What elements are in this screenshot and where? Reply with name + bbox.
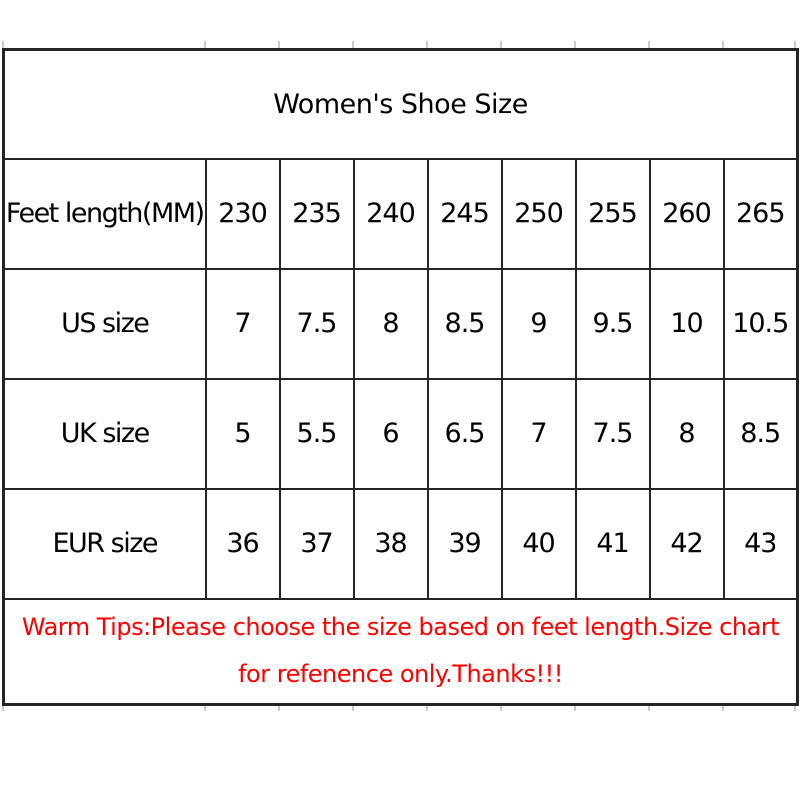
gridline-tick bbox=[648, 704, 650, 711]
gridline-tick bbox=[574, 704, 576, 711]
size-cell: 5.5 bbox=[278, 377, 355, 490]
row-label-uk-size: UK size bbox=[2, 377, 207, 490]
size-cell: 10.5 bbox=[722, 267, 799, 380]
size-cell: 8 bbox=[648, 377, 725, 490]
gridline-tick bbox=[794, 704, 796, 711]
table-row-uk-size: UK size 5 5.5 6 6.5 7 7.5 8 8.5 bbox=[2, 377, 799, 490]
warm-tips-line-2: for refenence only.Thanks!!! bbox=[238, 660, 563, 689]
size-cell: 235 bbox=[278, 157, 355, 270]
size-cell: 36 bbox=[204, 487, 281, 600]
gridline-tick bbox=[648, 41, 650, 48]
size-cell: 6.5 bbox=[426, 377, 503, 490]
table-row-title: Women's Shoe Size bbox=[2, 48, 799, 160]
size-cell: 5 bbox=[204, 377, 281, 490]
gridline-tick bbox=[278, 41, 280, 48]
row-label-feet-length: Feet length(MM) bbox=[2, 157, 207, 270]
gridline-tick bbox=[2, 704, 4, 711]
gridline-tick bbox=[204, 41, 206, 48]
size-cell: 10 bbox=[648, 267, 725, 380]
gridline-tick bbox=[278, 704, 280, 711]
gridline-tick bbox=[204, 704, 206, 711]
size-cell: 8.5 bbox=[722, 377, 799, 490]
size-cell: 8 bbox=[352, 267, 429, 380]
size-cell: 8.5 bbox=[426, 267, 503, 380]
table-row-warm-tips: Warm Tips:Please choose the size based o… bbox=[2, 597, 799, 706]
size-cell: 260 bbox=[648, 157, 725, 270]
table-row-eur-size: EUR size 36 37 38 39 40 41 42 43 bbox=[2, 487, 799, 600]
table-row-us-size: US size 7 7.5 8 8.5 9 9.5 10 10.5 bbox=[2, 267, 799, 380]
gridline-tick bbox=[500, 704, 502, 711]
row-label-eur-size: EUR size bbox=[2, 487, 207, 600]
size-cell: 38 bbox=[352, 487, 429, 600]
size-cell: 40 bbox=[500, 487, 577, 600]
size-cell: 265 bbox=[722, 157, 799, 270]
size-cell: 7 bbox=[204, 267, 281, 380]
size-cell: 245 bbox=[426, 157, 503, 270]
gridline-tick bbox=[722, 704, 724, 711]
gridline-tick bbox=[722, 41, 724, 48]
table-row-feet-length: Feet length(MM) 230 235 240 245 250 255 … bbox=[2, 157, 799, 270]
gridline-tick bbox=[500, 41, 502, 48]
size-cell: 7.5 bbox=[278, 267, 355, 380]
chart-title: Women's Shoe Size bbox=[2, 48, 799, 160]
size-cell: 42 bbox=[648, 487, 725, 600]
size-cell: 37 bbox=[278, 487, 355, 600]
size-cell: 7 bbox=[500, 377, 577, 490]
gridline-tick bbox=[426, 41, 428, 48]
warm-tips-line-1: Warm Tips:Please choose the size based o… bbox=[21, 613, 780, 642]
gridline-tick bbox=[574, 41, 576, 48]
gridline-tick bbox=[426, 704, 428, 711]
size-cell: 6 bbox=[352, 377, 429, 490]
size-cell: 7.5 bbox=[574, 377, 651, 490]
gridline-tick bbox=[352, 704, 354, 711]
gridline-tick bbox=[794, 41, 796, 48]
gridline-tick bbox=[2, 41, 4, 48]
row-label-us-size: US size bbox=[2, 267, 207, 380]
size-cell: 240 bbox=[352, 157, 429, 270]
size-cell: 230 bbox=[204, 157, 281, 270]
size-cell: 41 bbox=[574, 487, 651, 600]
size-cell: 9 bbox=[500, 267, 577, 380]
size-chart-table: Women's Shoe Size Feet length(MM) 230 23… bbox=[2, 48, 799, 706]
warm-tips-note: Warm Tips:Please choose the size based o… bbox=[2, 597, 799, 706]
size-cell: 9.5 bbox=[574, 267, 651, 380]
size-cell: 43 bbox=[722, 487, 799, 600]
size-cell: 39 bbox=[426, 487, 503, 600]
size-cell: 250 bbox=[500, 157, 577, 270]
gridline-tick bbox=[352, 41, 354, 48]
size-cell: 255 bbox=[574, 157, 651, 270]
